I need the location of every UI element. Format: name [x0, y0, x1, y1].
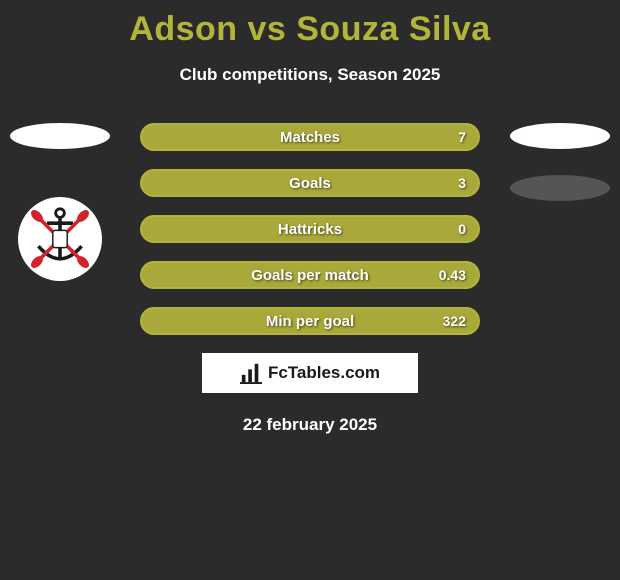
comparison-stage: Matches 7 Goals 3 Hattricks 0 Goals per … — [0, 123, 620, 435]
stat-value: 0.43 — [439, 263, 466, 287]
stat-label: Goals per match — [142, 263, 478, 287]
stat-value: 3 — [458, 171, 466, 195]
page-title: Adson vs Souza Silva — [0, 0, 620, 49]
club-badge — [18, 197, 102, 281]
stat-value: 322 — [443, 309, 466, 333]
stat-row: Hattricks 0 — [140, 215, 480, 243]
stat-row: Goals 3 — [140, 169, 480, 197]
right-oval-2 — [510, 175, 610, 201]
bar-chart-icon — [240, 362, 262, 384]
right-oval-1 — [510, 123, 610, 149]
stat-row: Matches 7 — [140, 123, 480, 151]
stat-label: Hattricks — [142, 217, 478, 241]
left-oval-1 — [10, 123, 110, 149]
stat-value: 0 — [458, 217, 466, 241]
branding-box[interactable]: FcTables.com — [202, 353, 418, 393]
stat-label: Goals — [142, 171, 478, 195]
stat-label: Matches — [142, 125, 478, 149]
stat-rows: Matches 7 Goals 3 Hattricks 0 Goals per … — [140, 123, 480, 335]
stat-row: Goals per match 0.43 — [140, 261, 480, 289]
stat-value: 7 — [458, 125, 466, 149]
date-label: 22 february 2025 — [0, 415, 620, 435]
page-subtitle: Club competitions, Season 2025 — [0, 65, 620, 85]
stat-row: Min per goal 322 — [140, 307, 480, 335]
club-badge-icon — [24, 203, 96, 275]
branding-text: FcTables.com — [268, 363, 380, 383]
stat-label: Min per goal — [142, 309, 478, 333]
